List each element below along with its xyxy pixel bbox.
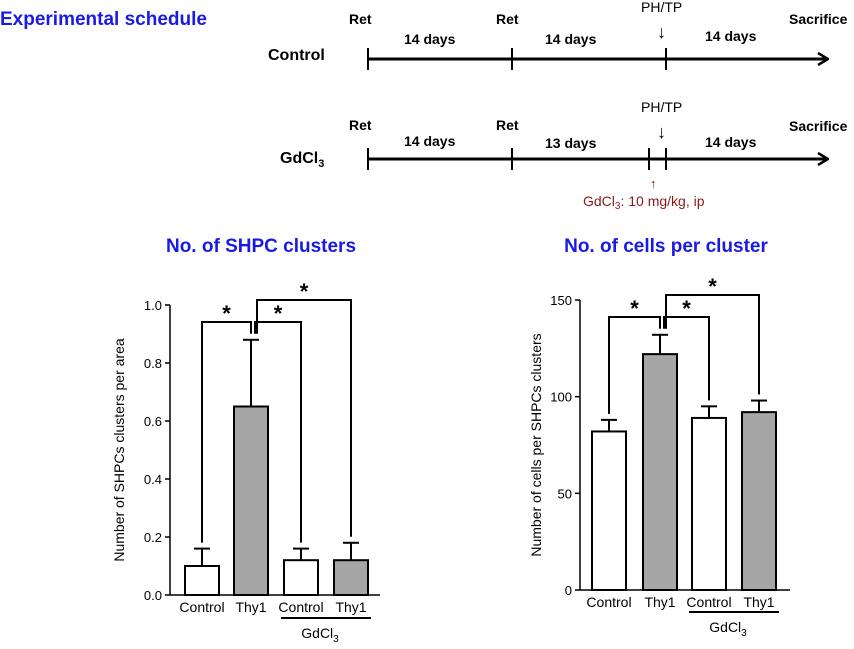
- bar: [333, 559, 369, 597]
- gdcl3-row-label: GdCl3: [280, 150, 324, 170]
- bar: [283, 559, 319, 597]
- gdcl3-sacrifice-label: Sacrifice: [789, 118, 848, 134]
- y-tick-label: 150: [550, 293, 572, 308]
- chart-title: No. of cells per cluster: [564, 236, 768, 257]
- group-label-main: GdCl: [709, 619, 741, 635]
- y-tick-label: 50: [558, 486, 572, 501]
- group-label-sub: 3: [741, 628, 747, 639]
- chart-title: No. of SHPC clusters: [166, 236, 356, 257]
- significance-bracket: [256, 299, 352, 537]
- gdcl3-phtp-label: PH/TP: [641, 99, 682, 115]
- control-row-label: Control: [268, 47, 325, 64]
- y-axis-label: Number of SHPCs clusters per area: [111, 338, 127, 562]
- injection-label: GdCl3: 10 mg/kg, ip: [583, 193, 705, 212]
- group-label: GdCl3: [301, 625, 339, 645]
- x-tick-label: Control: [278, 599, 323, 615]
- bar: [741, 411, 777, 591]
- x-tick-label: Thy1: [644, 594, 675, 610]
- bar: [691, 416, 727, 591]
- y-tick-label: 0.8: [144, 356, 162, 371]
- significance-bracket: [663, 316, 710, 401]
- bar: [591, 430, 627, 592]
- gdcl3-phtp-arrow: ↓: [657, 122, 666, 142]
- control-interval-3: 14 days: [705, 28, 757, 44]
- significance-bracket: [201, 321, 252, 543]
- control-sacrifice-label: Sacrifice: [789, 11, 848, 27]
- injection-arrow: ↑: [650, 176, 657, 191]
- control-phtp-arrow: ↓: [657, 22, 666, 42]
- significance-bracket: [665, 294, 760, 395]
- significance-star: *: [222, 301, 231, 326]
- y-tick-label: 0.4: [144, 472, 162, 487]
- significance-bracket: [608, 316, 661, 414]
- gdcl3-interval-2: 13 days: [545, 135, 597, 151]
- significance-star: *: [682, 296, 691, 321]
- bar: [233, 405, 269, 596]
- significance-bracket: [254, 321, 302, 543]
- gdcl3-interval-1: 14 days: [404, 133, 456, 149]
- shpc-clusters-chart: No. of SHPC clusters 0.0 0.2 0.4 0.6 0.8 1.0 Nu…: [111, 236, 380, 645]
- x-tick-label: Thy1: [335, 599, 366, 615]
- x-tick-label: Thy1: [235, 599, 266, 615]
- gdcl3-ret-label-2: Ret: [496, 117, 519, 133]
- control-phtp-label: PH/TP: [641, 0, 682, 15]
- gdcl3-timeline: GdCl3 Ret Ret PH/TP ↓ Sacrifice 14 days …: [280, 99, 848, 212]
- y-tick-label: 1.0: [144, 298, 162, 313]
- control-ret-label-1: Ret: [349, 11, 372, 27]
- x-tick-label: Control: [179, 599, 224, 615]
- control-interval-2: 14 days: [545, 31, 597, 47]
- x-tick-label: Thy1: [743, 594, 774, 610]
- y-tick-label: 0.2: [144, 530, 162, 545]
- schedule-title: Experimental schedule: [0, 9, 207, 30]
- bar: [184, 565, 220, 596]
- significance-star: *: [274, 301, 283, 326]
- significance-star: *: [708, 274, 717, 299]
- gdcl3-interval-3: 14 days: [705, 134, 757, 150]
- significance-star: *: [300, 279, 309, 304]
- cells-per-cluster-chart: No. of cells per cluster 0 50 100 150 Number …: [528, 236, 790, 639]
- group-label-main: GdCl: [301, 625, 333, 641]
- control-interval-1: 14 days: [404, 31, 456, 47]
- y-tick-label: 0.6: [144, 414, 162, 429]
- group-label: GdCl3: [709, 619, 747, 639]
- control-timeline: Control Ret Ret PH/TP ↓ Sacrifice 14 day…: [268, 0, 848, 70]
- x-tick-label: Control: [686, 594, 731, 610]
- bar: [642, 353, 678, 591]
- group-label-sub: 3: [333, 634, 339, 645]
- control-ret-label-2: Ret: [496, 11, 519, 27]
- y-tick-label: 100: [550, 390, 572, 405]
- y-tick-label: 0: [565, 583, 572, 598]
- x-tick-label: Control: [586, 594, 631, 610]
- y-tick-label: 0.0: [144, 588, 162, 603]
- y-axis-label: Number of cells per SHPCs clusters: [528, 333, 544, 556]
- gdcl3-ret-label-1: Ret: [349, 117, 372, 133]
- significance-star: *: [630, 296, 639, 321]
